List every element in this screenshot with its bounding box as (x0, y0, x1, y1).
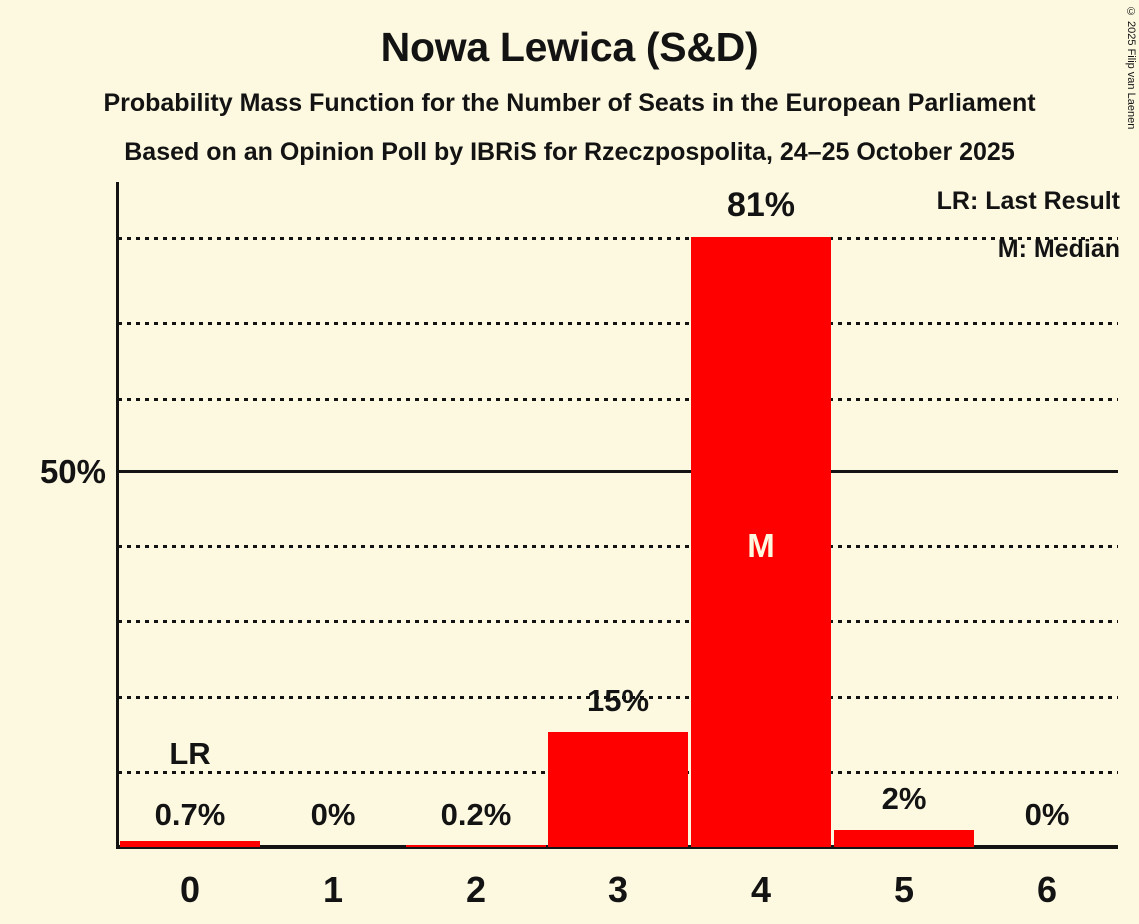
bar-seats-2[interactable] (406, 845, 546, 847)
x-tick-label-4: 4 (750, 869, 772, 910)
gridline-65 (118, 398, 1118, 401)
bar-seats-4[interactable] (691, 237, 831, 847)
x-tick-label-5: 5 (893, 869, 915, 910)
copyright-notice: © 2025 Filip van Laenen (1125, 6, 1137, 130)
legend-last-result: LR: Last Result (936, 187, 1120, 215)
gridline-20 (118, 696, 1118, 699)
gridline-50-major (118, 470, 1118, 473)
bar-seats-5[interactable] (834, 830, 974, 847)
chart-subtitle: Probability Mass Function for the Number… (103, 89, 1036, 117)
y-axis-line (116, 182, 119, 849)
median-marker: M (747, 527, 775, 564)
bar-label-seats-4: 81% (726, 186, 796, 224)
gridline-75 (118, 322, 1118, 325)
x-tick-label-3: 3 (607, 869, 629, 910)
x-axis-line (116, 845, 1118, 849)
bar-label-seats-6: 0% (1024, 797, 1070, 832)
bar-label-seats-3: 15% (586, 683, 650, 718)
x-tick-label-1: 1 (322, 869, 344, 910)
gridline-85 (118, 237, 1118, 240)
chart-source-subtitle: Based on an Opinion Poll by IBRiS for Rz… (124, 138, 1015, 166)
y-axis-tick-label-50: 50% (39, 453, 106, 490)
bar-seats-3[interactable] (548, 732, 688, 847)
x-tick-label-6: 6 (1036, 869, 1058, 910)
bar-seats-0[interactable] (120, 841, 260, 847)
x-tick-label-0: 0 (179, 869, 201, 910)
gridline-30 (118, 620, 1118, 623)
last-result-marker: LR (169, 736, 211, 771)
bar-label-seats-5: 2% (881, 781, 927, 816)
bar-label-seats-1: 0% (310, 797, 356, 832)
gridline-40 (118, 545, 1118, 548)
x-tick-label-2: 2 (465, 869, 487, 910)
bar-label-seats-0: 0.7% (154, 797, 226, 832)
page-title: Nowa Lewica (S&D) (380, 24, 759, 70)
bar-label-seats-2: 0.2% (440, 797, 512, 832)
